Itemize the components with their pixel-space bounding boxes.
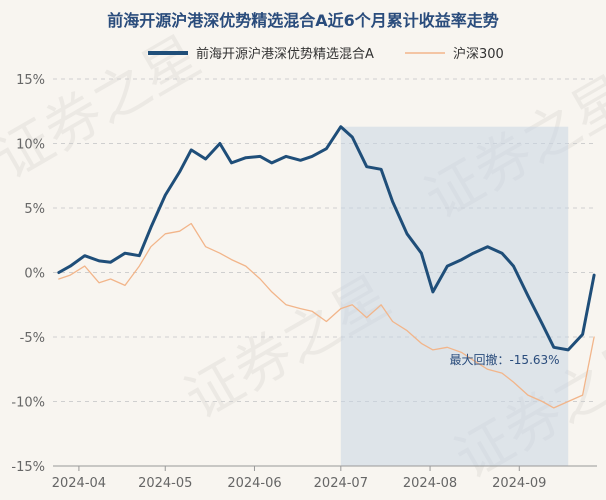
legend-label-index: 沪深300 [453,46,504,62]
x-tick-label: 2024-05 [138,476,192,491]
legend: 前海开源沪港深优势精选混合A 沪深300 [148,46,504,62]
max-drawdown-area [340,126,569,466]
y-tick-label: 0% [24,267,45,282]
y-tick-label: -5% [20,331,45,346]
series-line-fund [57,125,596,352]
legend-label-fund: 前海开源沪港深优势精选混合A [196,46,374,62]
chart-title: 前海开源沪港深优势精选混合A近6个月累计收益率走势 [107,11,499,30]
y-tick-label: -15% [11,460,45,475]
x-tick-label: 2024-08 [403,476,457,491]
max-drawdown-label: 最大回撤：-15.63% [449,352,559,367]
x-tick-label: 2024-07 [314,476,368,491]
y-tick-label: 5% [24,202,45,217]
series-line-index [58,222,595,409]
series-lines [57,125,596,409]
y-tick-label: 10% [16,138,45,153]
x-tick-label: 2024-06 [227,476,281,491]
drawdown-shade [340,126,569,466]
y-tick-label: 15% [16,73,45,88]
x-tick-label: 2024-04 [52,476,106,491]
watermark-text: 证券之星 [0,24,211,192]
x-tick-label: 2024-09 [492,476,546,491]
axes: 15% 10% 5% 0% -5% -10% -15% 2024-04 2024-05 2024-… [11,73,597,491]
y-tick-label: -10% [11,396,45,411]
